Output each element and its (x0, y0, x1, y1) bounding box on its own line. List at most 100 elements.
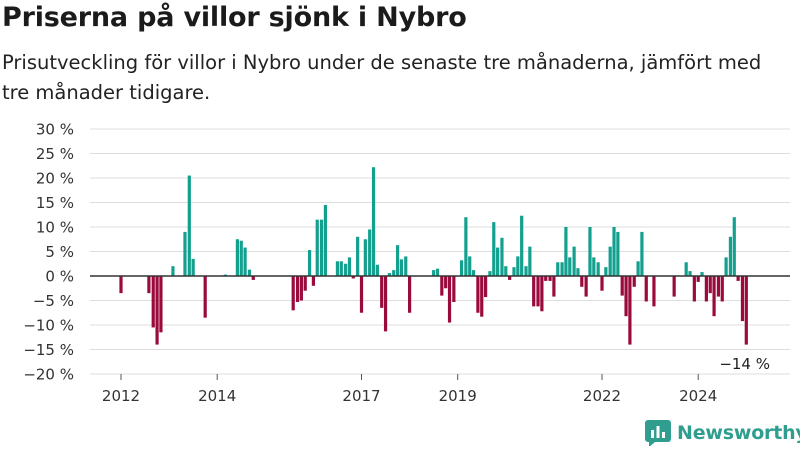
bar (459, 260, 464, 276)
bar (696, 276, 700, 282)
bar (151, 276, 155, 328)
bar (624, 276, 628, 317)
bar (588, 227, 592, 276)
bar (399, 259, 404, 276)
bar (311, 276, 315, 286)
bar (155, 276, 159, 345)
bar (636, 261, 640, 276)
bar (736, 276, 740, 281)
bar (383, 276, 388, 332)
bar (251, 276, 255, 280)
y-tick-label: 10 % (36, 219, 74, 237)
bar (628, 276, 632, 345)
chart-subtitle: Prisutveckling för villor i Nybro under … (2, 51, 762, 104)
bar (620, 276, 624, 296)
bar (556, 262, 560, 276)
brand-logo: Newsworthy (645, 420, 800, 446)
bar (488, 271, 492, 276)
bar (708, 276, 712, 294)
bar (520, 215, 524, 276)
bar (444, 276, 448, 289)
bar-chart-logo-icon (645, 420, 671, 446)
bar (323, 204, 328, 276)
bar (395, 245, 400, 276)
bar (496, 247, 500, 276)
bar (344, 263, 348, 276)
y-tick-label: −20 % (23, 366, 74, 384)
bar (356, 236, 360, 276)
bar (644, 276, 648, 302)
y-tick-label: −10 % (23, 317, 74, 335)
bar (171, 266, 175, 276)
bar (740, 276, 745, 322)
bar (191, 258, 195, 276)
bar (536, 276, 540, 307)
x-tick-label: 2017 (342, 387, 380, 405)
bar (524, 266, 528, 276)
bar (483, 276, 488, 298)
bar (504, 266, 508, 276)
bar (560, 262, 564, 276)
bar (147, 276, 151, 294)
bar (712, 276, 716, 317)
bar (359, 276, 364, 313)
bar (528, 246, 532, 276)
x-tick-label: 2024 (679, 387, 717, 405)
y-tick-label: 15 % (36, 194, 74, 212)
y-tick-label: 20 % (36, 170, 74, 188)
bar (247, 269, 252, 276)
bar (724, 257, 728, 276)
brand-name: Newsworthy (677, 422, 800, 444)
bar (404, 256, 408, 276)
bar (640, 231, 644, 276)
bar (704, 276, 708, 302)
bar (596, 262, 600, 276)
bar (508, 276, 512, 280)
bar (303, 276, 307, 291)
bar (532, 276, 536, 307)
bar (187, 175, 191, 276)
bar (476, 276, 480, 313)
chart-title: Priserna på villor sjönk i Nybro (2, 2, 467, 33)
bar (351, 276, 355, 279)
bar (580, 276, 584, 287)
bar (432, 270, 436, 276)
bar (516, 256, 520, 276)
bar (468, 256, 472, 276)
bar (408, 276, 412, 313)
x-tick-label: 2012 (102, 387, 140, 405)
bar (732, 217, 736, 276)
bar (299, 276, 303, 301)
bar (604, 267, 608, 276)
bar (435, 268, 440, 276)
bar (552, 276, 556, 297)
bar (512, 267, 516, 276)
y-tick-label: 5 % (45, 243, 74, 261)
bar (716, 276, 721, 297)
bar (464, 217, 468, 276)
bar (291, 276, 295, 311)
bar (608, 246, 612, 276)
bar (440, 276, 444, 296)
bar (616, 231, 620, 276)
bar (612, 227, 616, 276)
bar (632, 276, 636, 287)
bar (243, 247, 247, 276)
bar (380, 276, 384, 308)
bar (492, 222, 496, 276)
bar (700, 272, 704, 276)
bar (672, 276, 676, 297)
y-tick-label: 0 % (45, 268, 74, 286)
bar (392, 270, 396, 276)
bar (363, 239, 367, 276)
bar (235, 239, 240, 276)
bar (375, 264, 379, 276)
bar (159, 276, 163, 333)
y-tick-label: 25 % (36, 145, 74, 163)
bar (480, 276, 484, 317)
bar (744, 276, 748, 345)
bar (688, 271, 692, 276)
bar (728, 236, 733, 276)
bar (368, 229, 372, 276)
